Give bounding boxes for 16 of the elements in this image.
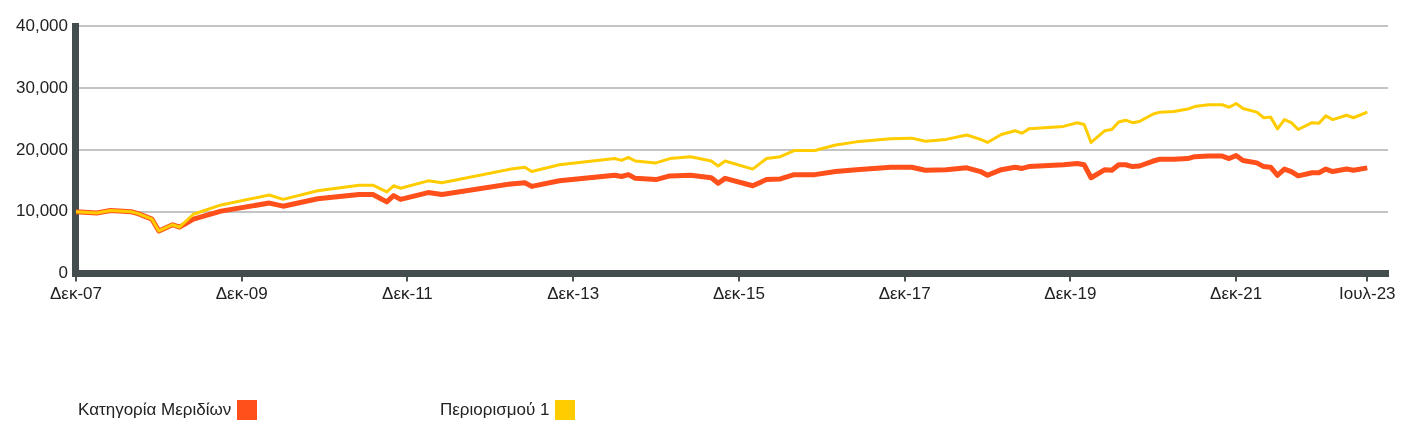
y-tick-label: 30,000	[16, 77, 68, 97]
x-tick-label: Δεκ-15	[712, 284, 765, 304]
y-tick-label: 0	[58, 263, 68, 283]
x-tick-label: Δεκ-19	[1044, 284, 1097, 304]
x-tick-label: Δεκ-13	[547, 284, 600, 304]
x-tick-label: Ιουλ-23	[1339, 284, 1396, 304]
x-tick-label: Δεκ-21	[1210, 284, 1263, 304]
legend-label: Περιορισμού 1	[440, 400, 550, 420]
legend-label: Κατηγορία Μεριδίων	[78, 400, 232, 420]
x-tick-label: Δεκ-07	[49, 284, 102, 304]
x-tick-label: Δεκ-09	[215, 284, 268, 304]
y-tick-label: 40,000	[16, 15, 68, 35]
y-tick-label: 10,000	[16, 201, 68, 221]
x-tick-label: Δεκ-11	[382, 284, 433, 304]
y-tick-label: 20,000	[16, 139, 68, 159]
x-tick-label: Δεκ-17	[878, 284, 931, 304]
